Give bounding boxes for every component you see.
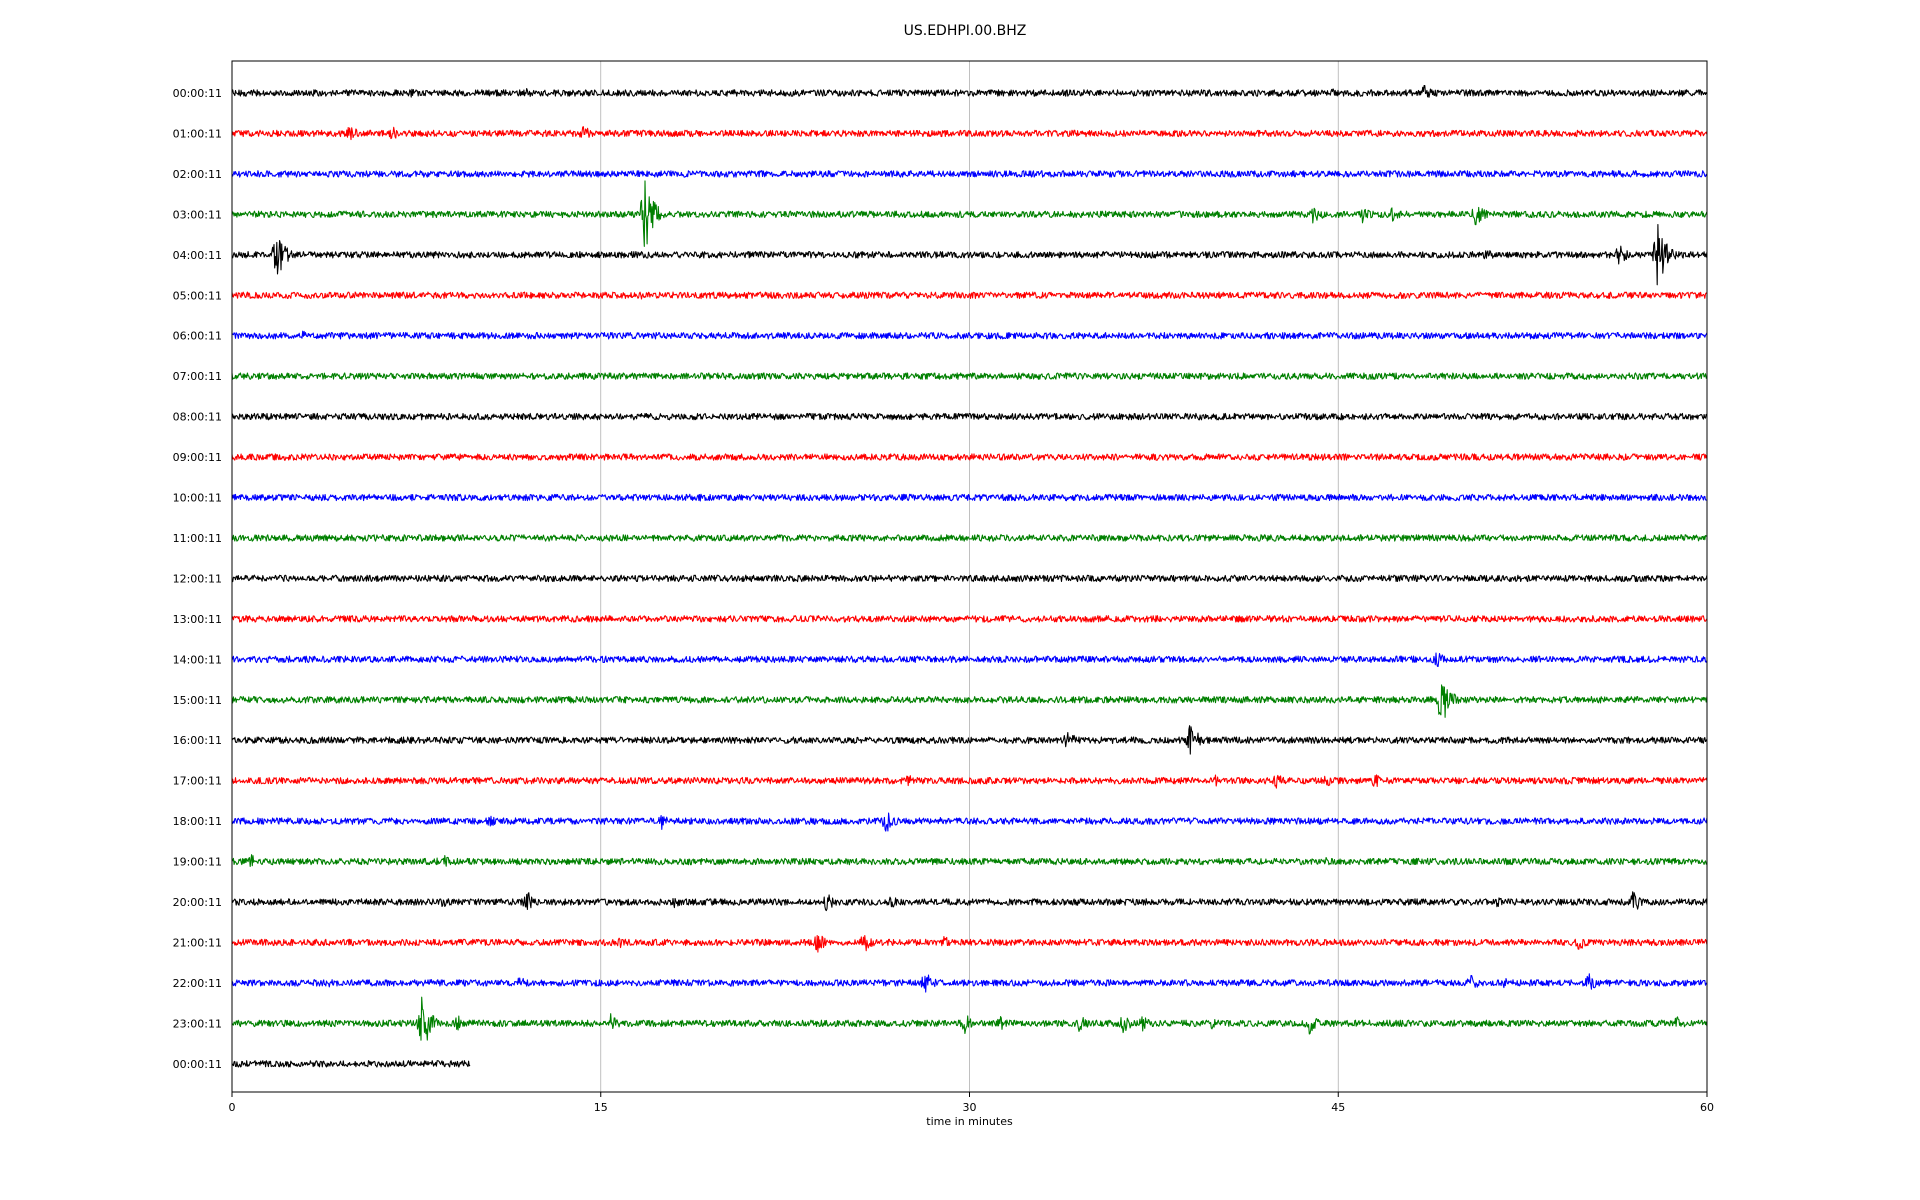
trace-line	[231, 412, 1708, 421]
trace-line	[231, 973, 1708, 993]
chart-title: US.EDHPI.00.BHZ	[904, 23, 1027, 39]
trace-line	[231, 453, 1708, 461]
hour-label: 10:00:11	[173, 492, 222, 505]
trace-line	[231, 891, 1708, 912]
trace-line	[231, 684, 1708, 718]
hour-label: 08:00:11	[173, 411, 222, 424]
hour-labels: 00:00:11 01:00:11 02:00:11 03:00:11 04:00:11…	[173, 87, 222, 1071]
hour-label: 15:00:11	[173, 694, 222, 707]
trace-line	[231, 180, 1708, 247]
x-axis-ticks: 0 15 30 45 60	[229, 1092, 1714, 1114]
x-tick-label: 45	[1331, 1101, 1345, 1114]
hour-label: 04:00:11	[173, 249, 222, 262]
trace-line	[231, 170, 1708, 178]
hour-label: 00:00:11	[173, 87, 222, 100]
trace-line	[231, 330, 1708, 340]
trace-line	[231, 574, 1708, 583]
trace-line	[232, 223, 1708, 286]
trace-line	[231, 493, 1708, 502]
trace-line	[231, 126, 1708, 141]
hour-label: 02:00:11	[173, 168, 222, 181]
trace-line	[231, 774, 1708, 789]
hour-label: 12:00:11	[173, 572, 222, 585]
trace-line	[231, 725, 1708, 755]
trace-line	[231, 291, 1708, 300]
hour-label: 11:00:11	[173, 532, 222, 545]
hour-label: 23:00:11	[173, 1017, 222, 1030]
x-tick-label: 60	[1700, 1101, 1714, 1114]
x-tick-label: 30	[963, 1101, 977, 1114]
hour-label: 20:00:11	[173, 896, 222, 909]
trace-line	[231, 854, 1708, 868]
seismic-traces	[231, 85, 1708, 1068]
hour-label: 00:00:11	[173, 1058, 222, 1071]
trace-line	[232, 85, 1708, 98]
trace-line	[231, 934, 1708, 953]
trace-line	[231, 1060, 471, 1068]
trace-line	[231, 652, 1708, 667]
hour-label: 17:00:11	[173, 775, 222, 788]
x-tick-label: 0	[229, 1101, 236, 1114]
trace-line	[231, 996, 1708, 1041]
hour-label: 16:00:11	[173, 734, 222, 747]
trace-line	[231, 372, 1708, 380]
hour-label: 14:00:11	[173, 653, 222, 666]
trace-line	[231, 812, 1708, 832]
hour-label: 22:00:11	[173, 977, 222, 990]
hour-label: 09:00:11	[173, 451, 222, 464]
hour-label: 06:00:11	[173, 330, 222, 343]
trace-line	[231, 615, 1708, 623]
hour-label: 13:00:11	[173, 613, 222, 626]
hour-label: 03:00:11	[173, 208, 222, 221]
hour-label: 19:00:11	[173, 856, 222, 869]
x-axis-label: time in minutes	[926, 1115, 1013, 1128]
x-tick-label: 15	[594, 1101, 608, 1114]
hour-label: 07:00:11	[173, 370, 222, 383]
trace-line	[231, 534, 1708, 542]
hour-label: 01:00:11	[173, 127, 222, 140]
hour-label: 05:00:11	[173, 289, 222, 302]
hour-label: 21:00:11	[173, 936, 222, 949]
hour-label: 18:00:11	[173, 815, 222, 828]
